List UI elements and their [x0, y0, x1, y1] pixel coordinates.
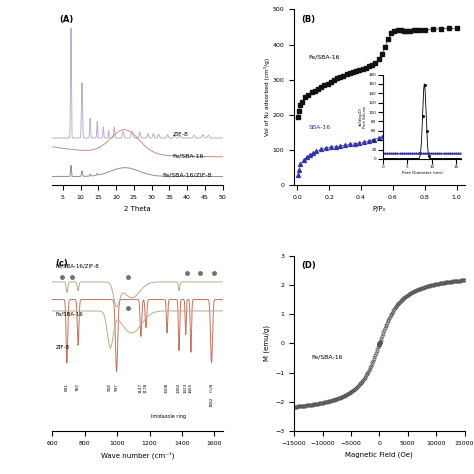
X-axis label: 2 Theta: 2 Theta	[124, 206, 151, 211]
Text: 1423: 1423	[184, 383, 188, 393]
Text: Fe/SBA-16: Fe/SBA-16	[173, 153, 204, 158]
Text: (B): (B)	[301, 15, 315, 24]
Text: 958: 958	[108, 383, 112, 391]
Text: 1178: 1178	[144, 383, 148, 393]
Y-axis label: Vol of N₂ adsorbed (cm³/g): Vol of N₂ adsorbed (cm³/g)	[264, 58, 270, 137]
Text: 997: 997	[115, 383, 118, 391]
Y-axis label: M (emu/g): M (emu/g)	[263, 326, 270, 362]
X-axis label: Wave number (cm⁻¹): Wave number (cm⁻¹)	[100, 452, 174, 459]
X-axis label: P/P₀: P/P₀	[373, 206, 386, 211]
Text: 1382: 1382	[177, 383, 181, 393]
Text: Fe/SBA-16/ZIF-8: Fe/SBA-16/ZIF-8	[162, 173, 212, 178]
Text: ZIF-8: ZIF-8	[173, 132, 189, 137]
Text: (D): (D)	[301, 261, 316, 270]
Text: 1455: 1455	[189, 383, 193, 393]
Text: (A): (A)	[59, 15, 73, 24]
Text: 1147: 1147	[139, 383, 143, 393]
Text: 1308: 1308	[165, 383, 169, 393]
Text: C=N: C=N	[210, 383, 213, 392]
Text: Fe/SBA-16: Fe/SBA-16	[309, 55, 340, 60]
Text: imidazole ring: imidazole ring	[152, 414, 186, 419]
Text: 760: 760	[76, 383, 80, 391]
Text: 1582: 1582	[210, 396, 213, 407]
Text: Fe/SBA-16: Fe/SBA-16	[311, 354, 343, 359]
Text: SBA-16: SBA-16	[309, 125, 331, 130]
Text: 691: 691	[65, 383, 69, 391]
Text: (c): (c)	[55, 259, 68, 268]
X-axis label: Magnetic Field (Oe): Magnetic Field (Oe)	[346, 452, 413, 458]
Text: Fe/SBA-16: Fe/SBA-16	[55, 311, 83, 316]
Text: Fe/SBA-16/ZIF-8: Fe/SBA-16/ZIF-8	[55, 264, 99, 269]
Text: ZIF-8: ZIF-8	[55, 345, 70, 350]
